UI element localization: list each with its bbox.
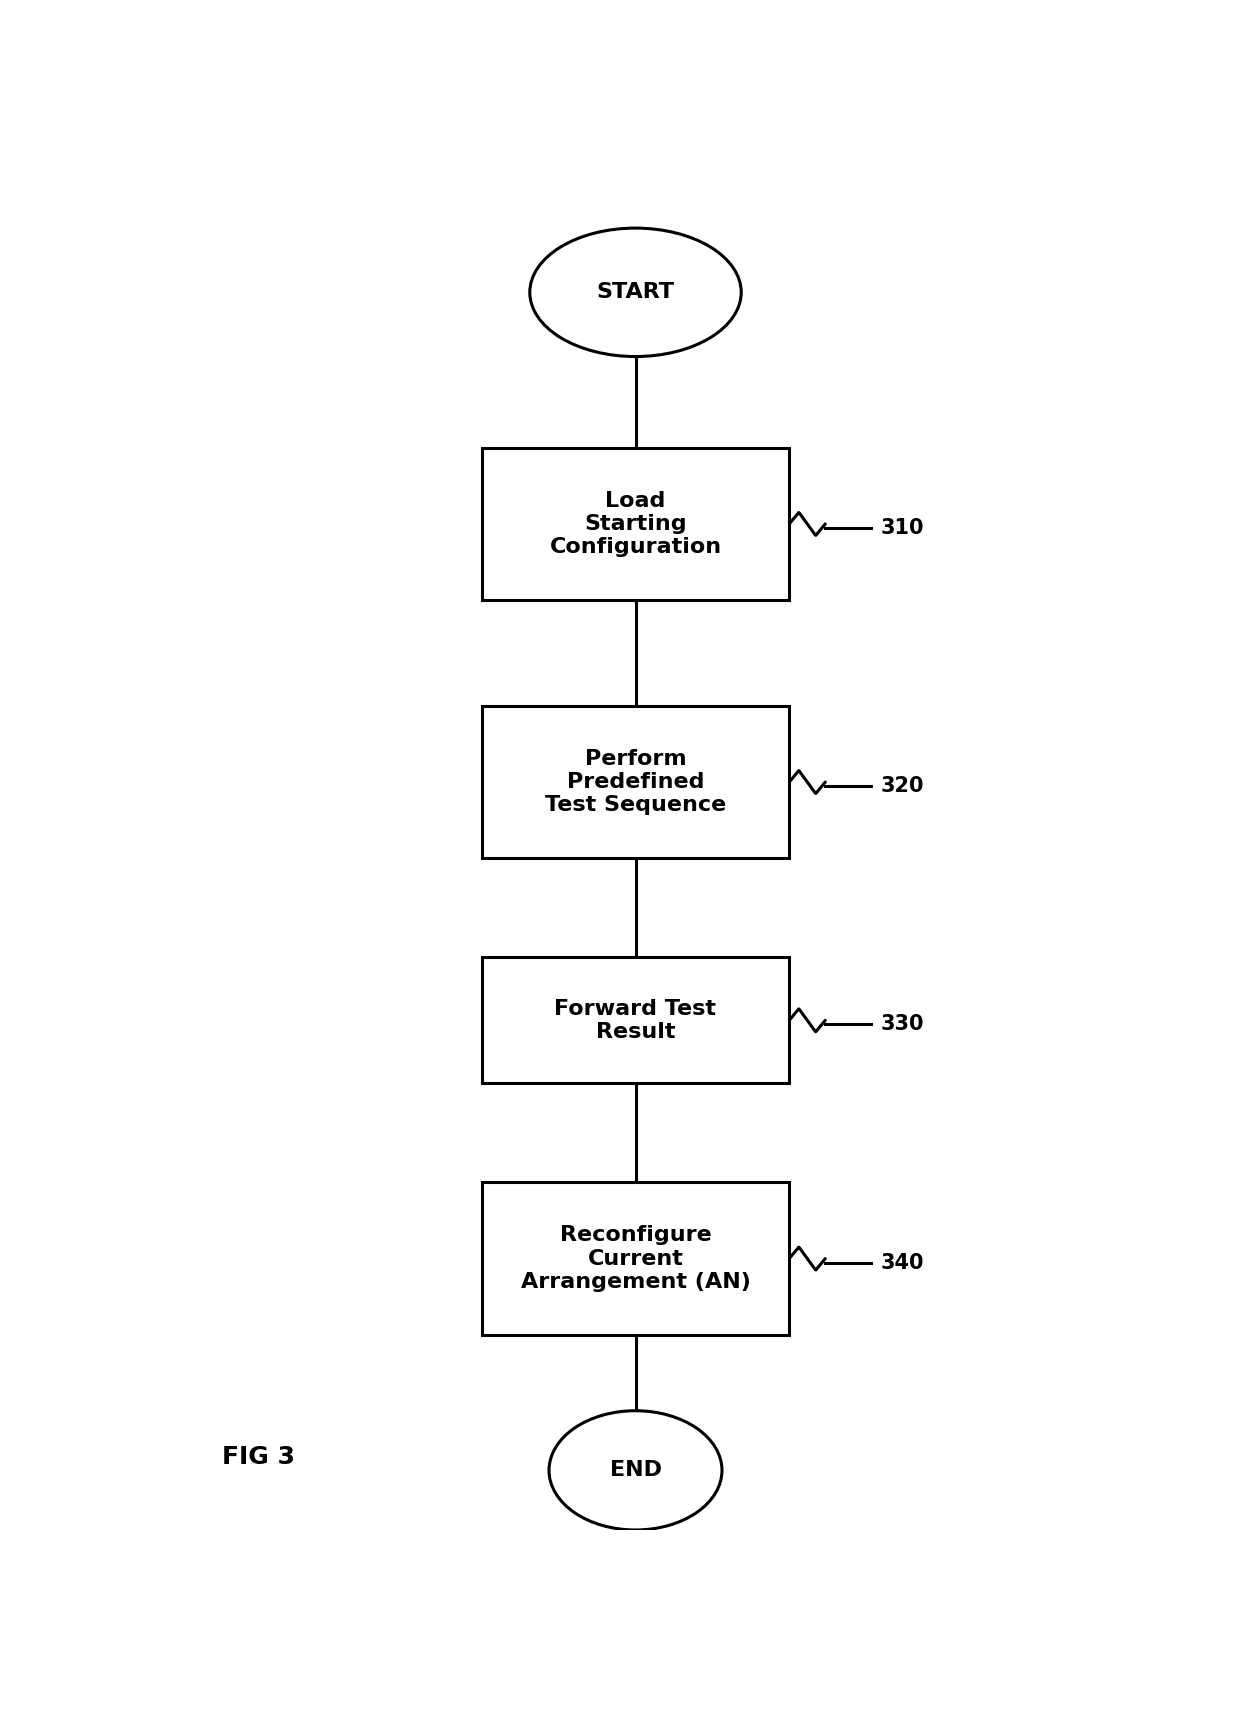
Text: Forward Test
Result: Forward Test Result [554,999,717,1042]
Text: Perform
Predefined
Test Sequence: Perform Predefined Test Sequence [544,749,727,815]
FancyBboxPatch shape [481,449,789,600]
Text: 320: 320 [880,775,924,796]
Ellipse shape [529,229,742,356]
Text: FIG 3: FIG 3 [222,1446,295,1470]
Ellipse shape [549,1411,722,1530]
Text: 340: 340 [880,1253,924,1272]
Text: START: START [596,282,675,303]
FancyBboxPatch shape [481,957,789,1083]
FancyBboxPatch shape [481,1183,789,1334]
Text: Load
Starting
Configuration: Load Starting Configuration [549,490,722,557]
Text: Reconfigure
Current
Arrangement (AN): Reconfigure Current Arrangement (AN) [521,1226,750,1291]
Text: 310: 310 [880,517,924,538]
FancyBboxPatch shape [481,707,789,858]
Text: END: END [610,1461,661,1480]
Text: 330: 330 [880,1014,924,1035]
